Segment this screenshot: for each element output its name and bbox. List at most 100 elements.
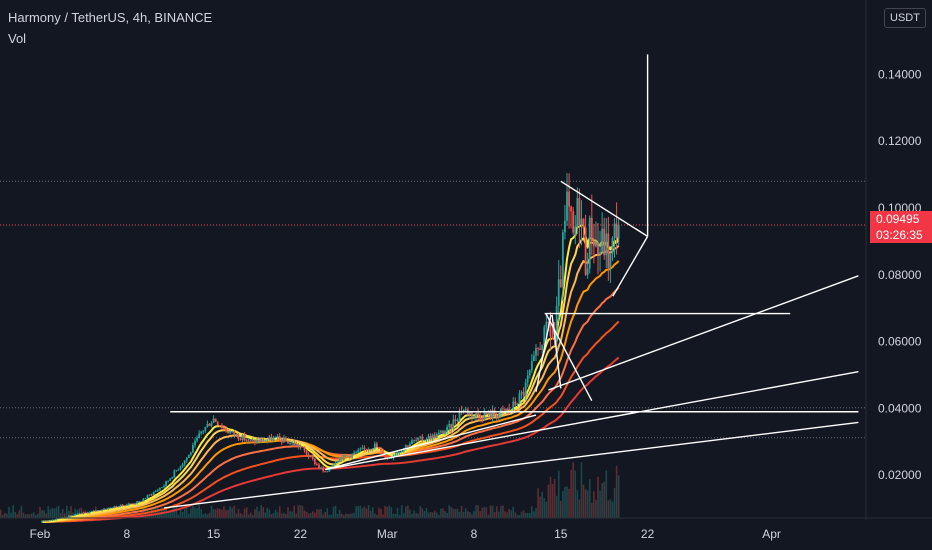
candle-body xyxy=(142,499,145,502)
volume-bar xyxy=(272,512,275,518)
candle-body xyxy=(516,403,519,405)
time-axis[interactable]: Feb 8 15 22 Mar 8 15 22 Apr xyxy=(30,527,781,541)
candle-body xyxy=(448,424,451,427)
candle-body xyxy=(477,413,480,416)
volume-bar xyxy=(256,506,258,518)
volume-bar xyxy=(301,505,304,518)
candle-body xyxy=(287,441,289,444)
volume-bar xyxy=(495,506,498,518)
candle-body xyxy=(274,436,277,438)
candle-body xyxy=(154,490,157,493)
candle-body xyxy=(342,454,345,460)
candle-body xyxy=(564,220,566,233)
candle-body xyxy=(243,435,246,441)
candle-body xyxy=(361,447,364,450)
currency-button[interactable]: USDT xyxy=(884,8,926,28)
candle-body xyxy=(524,382,527,396)
candle-body xyxy=(136,501,139,504)
chart-legend-title[interactable]: Harmony / TetherUS, 4h, BINANCE xyxy=(8,10,213,25)
candle-body xyxy=(340,457,343,460)
volume-bar xyxy=(617,475,620,518)
candle-body xyxy=(297,444,300,448)
candle-body xyxy=(254,440,256,443)
candle-body xyxy=(262,438,265,442)
candle-body xyxy=(148,494,151,496)
volume-bar xyxy=(611,501,614,518)
candle-body xyxy=(268,436,271,440)
candle-body xyxy=(324,471,327,472)
volume-bar xyxy=(427,512,430,518)
candle-body xyxy=(421,436,424,441)
volume-bar xyxy=(584,489,587,518)
volume-bar xyxy=(245,507,248,518)
candle-body xyxy=(313,458,316,465)
volume-bar xyxy=(398,514,401,518)
candle-body xyxy=(406,445,409,447)
volume-bar xyxy=(419,506,422,518)
volume-bar xyxy=(59,513,62,518)
volume-bar xyxy=(24,514,27,518)
candle-body xyxy=(90,511,93,512)
volume-bar xyxy=(355,506,357,518)
trend-line-0 xyxy=(163,421,859,509)
candle-body xyxy=(566,191,568,221)
trend-drawings[interactable] xyxy=(163,54,859,509)
time-tick-label: 15 xyxy=(554,527,568,541)
candle-body xyxy=(158,488,161,490)
candle-body xyxy=(276,436,279,437)
ema-line-8 xyxy=(42,223,620,523)
candle-body xyxy=(473,416,475,418)
candle-body xyxy=(177,469,180,471)
candle-body xyxy=(508,408,511,410)
volume-bar xyxy=(66,505,68,518)
volume-bar xyxy=(365,508,368,518)
volume-bar xyxy=(531,506,533,518)
candle-body xyxy=(76,513,79,515)
candle-body xyxy=(574,226,577,233)
volume-bar xyxy=(347,514,349,518)
candle-body xyxy=(305,450,308,455)
candle-body xyxy=(572,211,575,233)
volume-bar xyxy=(2,514,4,518)
volume-bar xyxy=(593,491,595,518)
volume-bar xyxy=(417,513,419,518)
volume-bar xyxy=(502,505,504,518)
volume-legend[interactable]: Vol xyxy=(8,31,27,46)
volume-bar xyxy=(442,508,444,518)
candle-body xyxy=(487,410,490,415)
candle-body xyxy=(518,393,521,404)
volume-bar xyxy=(41,510,43,518)
candle-body xyxy=(485,412,488,415)
candle-body xyxy=(584,227,587,275)
candle-body xyxy=(55,518,58,520)
volume-bar xyxy=(510,510,512,518)
candle-body xyxy=(582,218,585,228)
volume-bar xyxy=(22,512,25,518)
candle-body xyxy=(138,501,141,503)
candle-body xyxy=(167,480,170,482)
candle-body xyxy=(369,449,372,450)
volume-bar xyxy=(551,484,554,518)
volume-bar xyxy=(405,506,407,518)
volume-bar xyxy=(357,505,360,518)
volume-bar xyxy=(198,505,200,518)
volume-bar xyxy=(535,508,537,518)
volume-bar xyxy=(572,462,574,518)
volume-bar xyxy=(258,511,260,518)
candle-body xyxy=(101,509,103,511)
candle-body xyxy=(363,447,366,449)
volume-bar xyxy=(281,513,283,518)
candle-body xyxy=(359,449,362,451)
volume-bar xyxy=(57,505,60,518)
candle-body xyxy=(495,415,498,418)
volume-bar xyxy=(309,513,312,518)
candle-body xyxy=(301,446,304,448)
volume-bar xyxy=(477,505,479,518)
candle-body xyxy=(617,224,620,239)
volume-bar xyxy=(303,510,306,518)
volume-bar xyxy=(429,512,432,518)
candle-body xyxy=(609,253,612,269)
candle-body xyxy=(132,503,134,505)
volume-bar xyxy=(524,512,527,518)
